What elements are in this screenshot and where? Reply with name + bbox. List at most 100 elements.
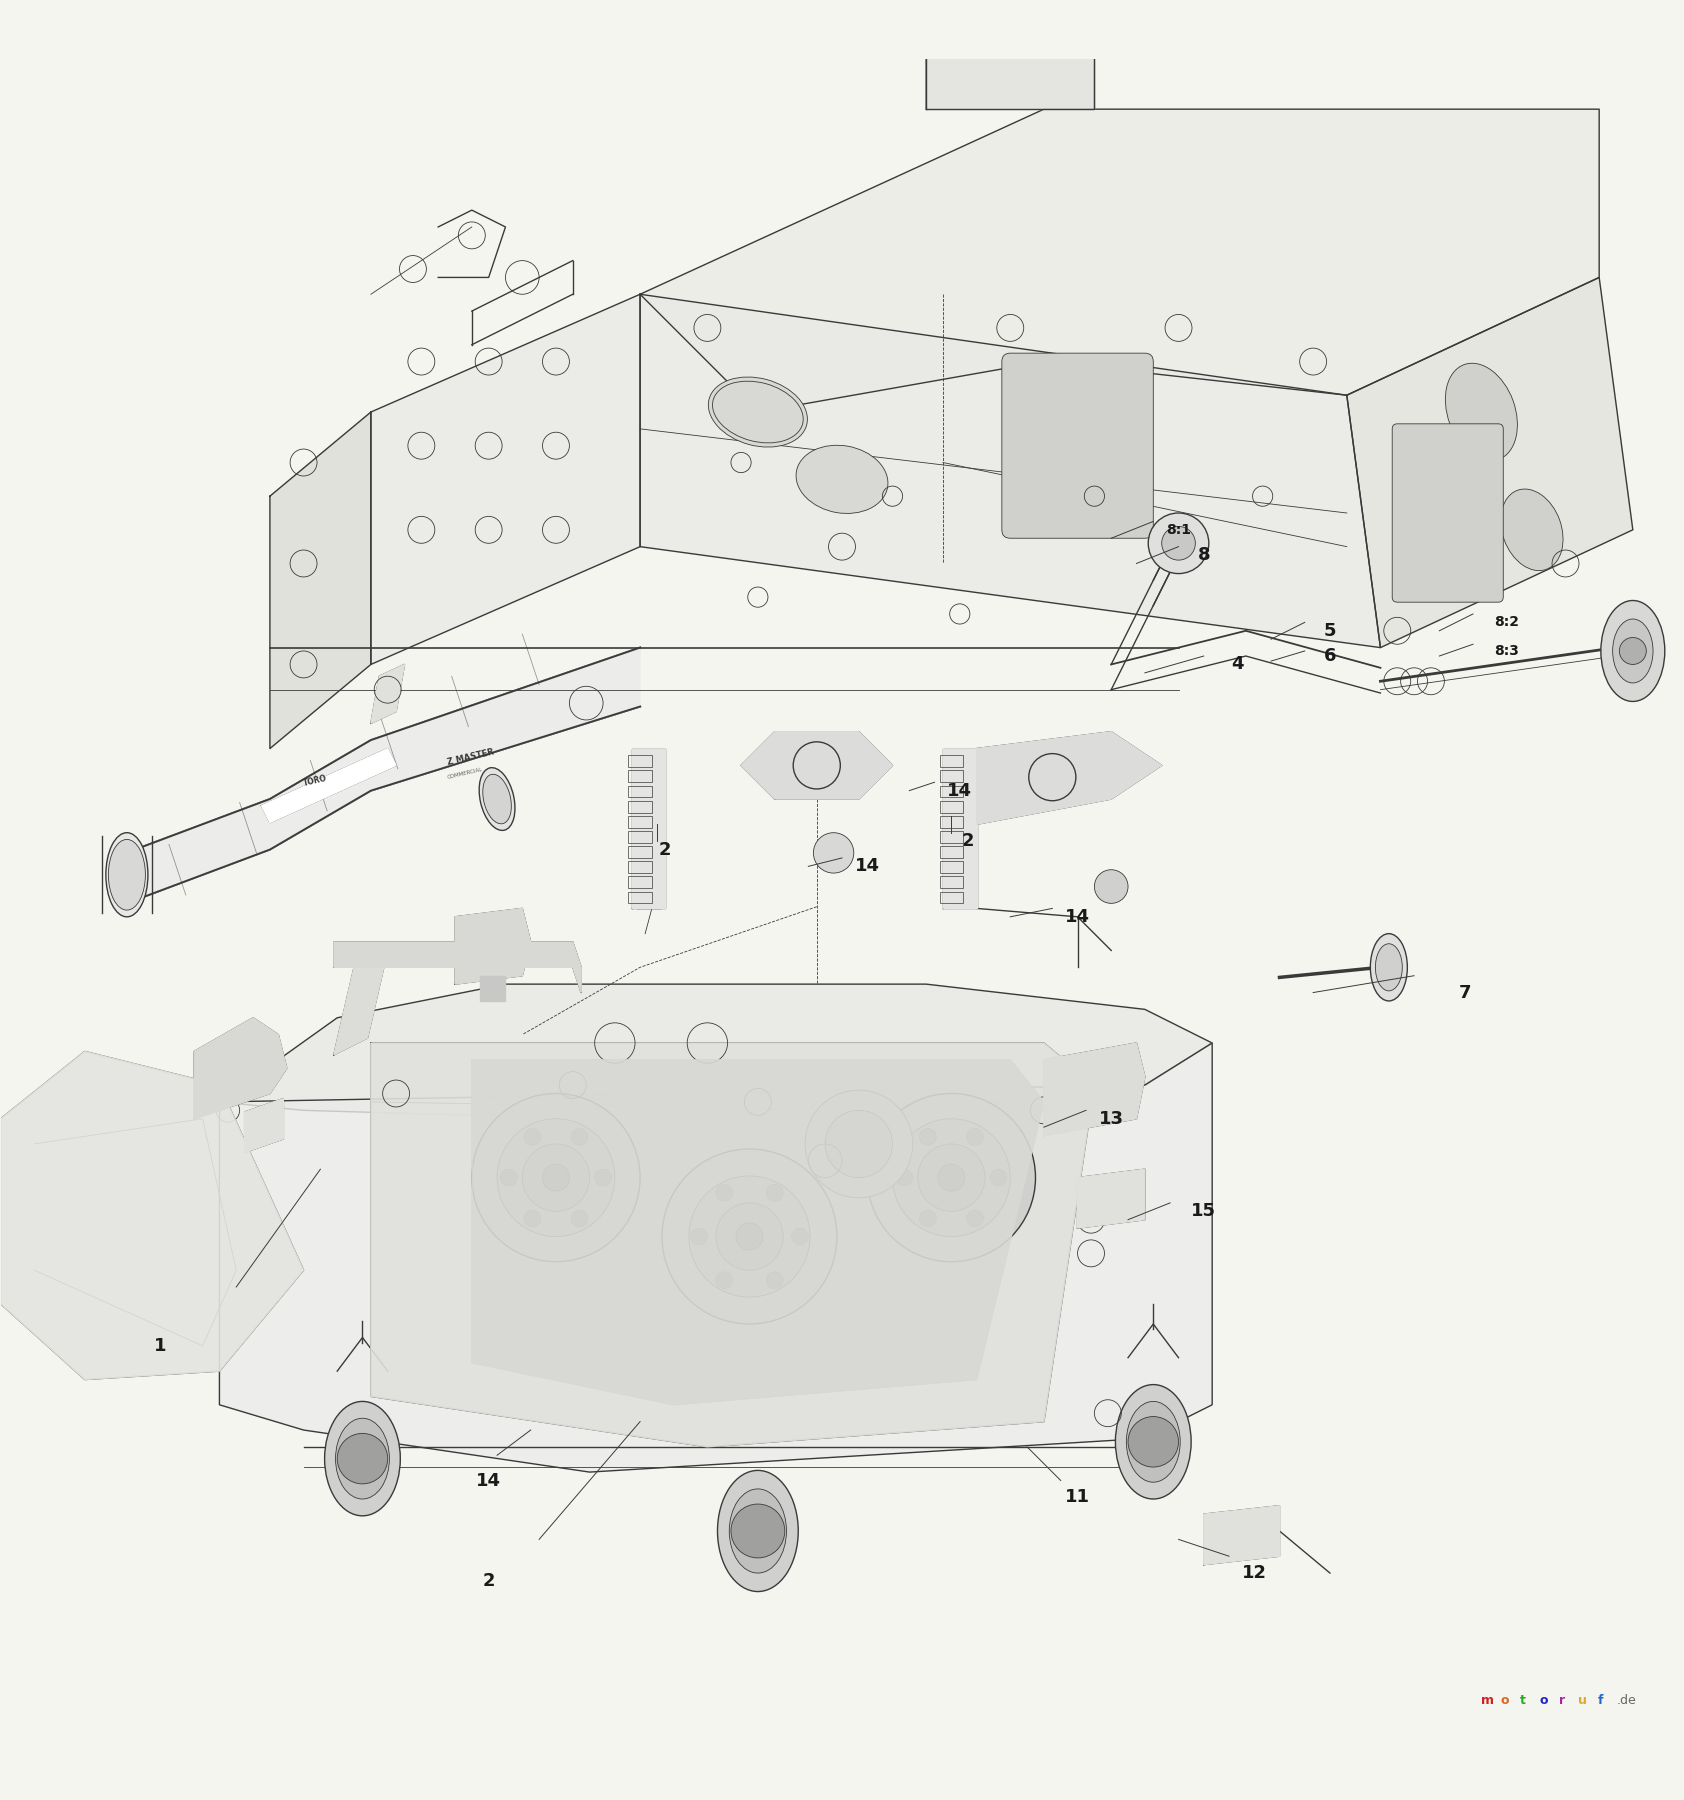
- Text: r: r: [1559, 1694, 1564, 1706]
- Text: t: t: [1521, 1694, 1526, 1706]
- Circle shape: [967, 1129, 983, 1145]
- Text: 14: 14: [1064, 907, 1090, 925]
- Text: 11: 11: [1064, 1489, 1090, 1507]
- Ellipse shape: [325, 1402, 401, 1516]
- Polygon shape: [1078, 1170, 1145, 1228]
- Bar: [940, 891, 963, 904]
- Polygon shape: [370, 1042, 1095, 1447]
- Polygon shape: [219, 985, 1212, 1120]
- Text: u: u: [1578, 1694, 1586, 1706]
- Circle shape: [805, 1091, 913, 1197]
- Polygon shape: [135, 648, 640, 900]
- Polygon shape: [977, 733, 1162, 824]
- Text: 8:2: 8:2: [1494, 616, 1519, 630]
- Text: m: m: [1482, 1694, 1494, 1706]
- Polygon shape: [261, 749, 396, 823]
- Ellipse shape: [483, 774, 512, 824]
- Bar: [628, 832, 652, 842]
- Polygon shape: [194, 1017, 286, 1120]
- Bar: [628, 770, 652, 783]
- Text: 8:1: 8:1: [1165, 522, 1191, 536]
- Polygon shape: [926, 9, 1095, 110]
- Circle shape: [893, 1120, 1010, 1237]
- Circle shape: [500, 1170, 517, 1186]
- Polygon shape: [244, 1098, 283, 1152]
- Bar: [628, 891, 652, 904]
- Circle shape: [716, 1273, 733, 1289]
- Circle shape: [766, 1184, 783, 1201]
- Ellipse shape: [106, 833, 148, 916]
- Circle shape: [967, 1210, 983, 1228]
- Circle shape: [896, 1170, 913, 1186]
- Polygon shape: [333, 941, 581, 992]
- Circle shape: [813, 833, 854, 873]
- Bar: [628, 815, 652, 828]
- Ellipse shape: [1376, 943, 1403, 990]
- Circle shape: [918, 1145, 985, 1211]
- Circle shape: [337, 1433, 387, 1483]
- Text: 14: 14: [948, 781, 972, 799]
- Circle shape: [1162, 526, 1196, 560]
- Circle shape: [1095, 869, 1128, 904]
- Text: 5: 5: [1324, 621, 1335, 639]
- Circle shape: [1128, 1417, 1179, 1467]
- Text: 13: 13: [1098, 1111, 1123, 1129]
- Ellipse shape: [1115, 1384, 1191, 1499]
- Ellipse shape: [729, 1489, 786, 1573]
- Circle shape: [766, 1273, 783, 1289]
- Circle shape: [919, 1129, 936, 1145]
- Ellipse shape: [797, 445, 887, 513]
- Text: .de: .de: [1617, 1694, 1637, 1706]
- Circle shape: [731, 1505, 785, 1559]
- Circle shape: [825, 1111, 893, 1177]
- Ellipse shape: [108, 839, 145, 911]
- Polygon shape: [480, 976, 505, 1001]
- Bar: [628, 860, 652, 873]
- Text: 15: 15: [1191, 1202, 1216, 1220]
- Circle shape: [867, 1094, 1036, 1262]
- Text: 8:3: 8:3: [1494, 644, 1519, 659]
- FancyBboxPatch shape: [1002, 353, 1154, 538]
- Bar: [628, 877, 652, 887]
- Polygon shape: [640, 110, 1600, 412]
- Circle shape: [522, 1145, 589, 1211]
- Circle shape: [524, 1129, 541, 1145]
- Ellipse shape: [1371, 934, 1408, 1001]
- Polygon shape: [640, 293, 1381, 648]
- Circle shape: [571, 1210, 588, 1228]
- Text: 1: 1: [155, 1337, 167, 1355]
- Ellipse shape: [717, 1471, 798, 1591]
- Polygon shape: [1044, 1042, 1145, 1136]
- Bar: [628, 785, 652, 797]
- Bar: [940, 846, 963, 859]
- Bar: [940, 815, 963, 828]
- Polygon shape: [370, 664, 404, 724]
- Circle shape: [716, 1202, 783, 1271]
- Polygon shape: [1347, 277, 1633, 648]
- Polygon shape: [1204, 1507, 1280, 1564]
- Circle shape: [524, 1210, 541, 1228]
- Bar: [940, 756, 963, 767]
- Circle shape: [497, 1120, 615, 1237]
- Circle shape: [689, 1175, 810, 1298]
- Text: 2: 2: [962, 832, 975, 850]
- Bar: [940, 832, 963, 842]
- Circle shape: [662, 1148, 837, 1325]
- Circle shape: [736, 1222, 763, 1249]
- Text: o: o: [1500, 1694, 1509, 1706]
- Polygon shape: [219, 1042, 1212, 1472]
- Circle shape: [690, 1228, 707, 1246]
- Ellipse shape: [1127, 1402, 1180, 1481]
- Text: f: f: [1598, 1694, 1603, 1706]
- Ellipse shape: [480, 767, 515, 830]
- Polygon shape: [632, 749, 665, 909]
- Text: 8: 8: [1197, 545, 1211, 563]
- Bar: [940, 770, 963, 783]
- Ellipse shape: [709, 376, 807, 446]
- Polygon shape: [0, 1051, 303, 1379]
- Circle shape: [571, 1129, 588, 1145]
- Bar: [628, 801, 652, 812]
- Bar: [940, 860, 963, 873]
- Bar: [940, 801, 963, 812]
- Ellipse shape: [1445, 364, 1517, 461]
